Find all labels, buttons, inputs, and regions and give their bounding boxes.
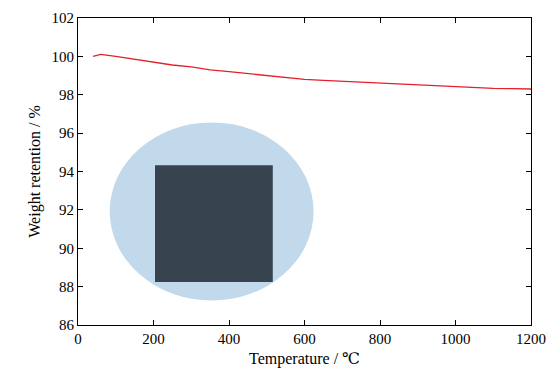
svg-text:600: 600 bbox=[293, 331, 316, 347]
svg-text:92: 92 bbox=[59, 202, 74, 218]
svg-text:102: 102 bbox=[52, 10, 75, 26]
svg-text:100: 100 bbox=[52, 49, 75, 65]
svg-text:98: 98 bbox=[59, 87, 74, 103]
svg-text:96: 96 bbox=[59, 125, 75, 141]
svg-text:88: 88 bbox=[59, 279, 74, 295]
svg-text:200: 200 bbox=[142, 331, 165, 347]
svg-text:400: 400 bbox=[218, 331, 241, 347]
svg-text:94: 94 bbox=[59, 164, 75, 180]
svg-text:0: 0 bbox=[74, 331, 82, 347]
svg-text:1200: 1200 bbox=[516, 331, 546, 347]
svg-text:90: 90 bbox=[59, 241, 74, 257]
svg-text:Temperature / ℃: Temperature / ℃ bbox=[249, 350, 360, 368]
svg-text:1000: 1000 bbox=[441, 331, 471, 347]
svg-text:Weight retention / %: Weight retention / % bbox=[26, 105, 44, 237]
svg-text:800: 800 bbox=[369, 331, 392, 347]
svg-text:86: 86 bbox=[59, 317, 75, 333]
